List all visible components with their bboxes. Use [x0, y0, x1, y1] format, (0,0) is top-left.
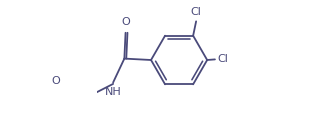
Text: O: O	[51, 77, 60, 87]
Text: NH: NH	[106, 87, 122, 97]
Text: Cl: Cl	[218, 54, 228, 64]
Text: Cl: Cl	[191, 7, 202, 17]
Text: O: O	[121, 17, 130, 27]
